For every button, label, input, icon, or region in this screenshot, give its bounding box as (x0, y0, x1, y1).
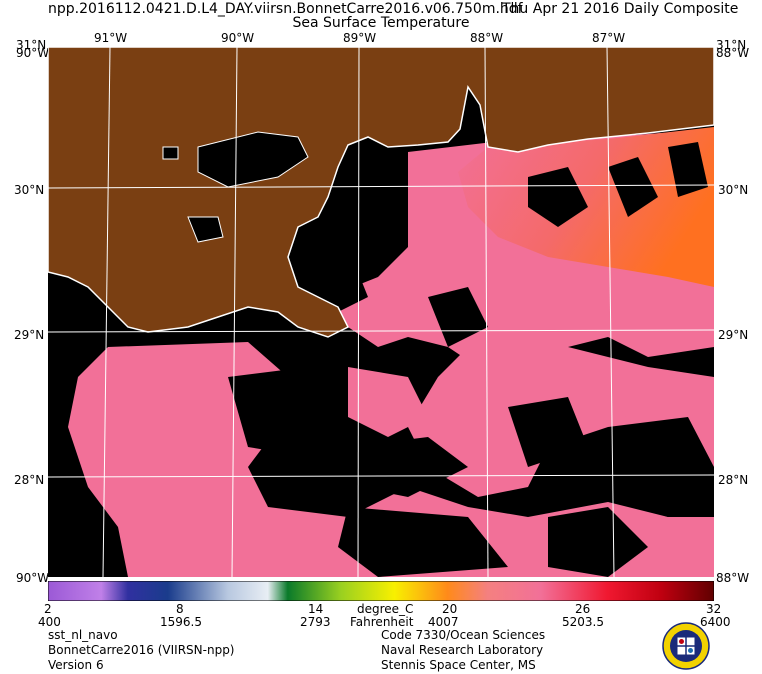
footer-lab: Naval Research Laboratory (381, 643, 544, 657)
corner-bottom-right: 88°W (716, 571, 750, 585)
land (48, 47, 714, 338)
corner-top-right-lat: 31°N (716, 38, 747, 52)
corner-top-left-lat: 31°N (16, 38, 47, 52)
graticule (48, 47, 714, 577)
sst-map-image (48, 47, 714, 577)
cb-label-c-1: 8 (176, 602, 184, 616)
sst-map (48, 47, 714, 577)
lon-tick-89w: 89°W (343, 31, 377, 45)
lat-tick-30n-left: 30°N (14, 183, 45, 197)
lon-tick-91w: 91°W (94, 31, 128, 45)
footer-code: Code 7330/Ocean Sciences (381, 628, 546, 642)
cb-label-c-0: 2 (44, 602, 52, 616)
lat-tick-29n-left: 29°N (14, 328, 45, 342)
lat-tick-28n-left: 28°N (14, 473, 45, 487)
cloud-blobs (48, 142, 714, 577)
lakes (162, 131, 309, 243)
cb-label-c-3: 20 (442, 602, 458, 616)
cb-label-c-5: 32 (706, 602, 722, 616)
cb-label-f-1: 1596.5 (160, 615, 202, 629)
corner-top-left-lon: 90°W (16, 46, 50, 60)
colorbar (47, 580, 715, 602)
cb-label-c-2: 14 (308, 602, 324, 616)
colorbar-gradient (47, 580, 715, 602)
date-label: Thu Apr 21 2016 Daily Composite (502, 1, 739, 17)
corner-top-right-lon: 88°W (716, 46, 750, 60)
lon-tick-88w: 88°W (470, 31, 504, 45)
product-title: Sea Surface Temperature (292, 15, 470, 31)
cb-label-f-2: 2793 (300, 615, 331, 629)
cb-unit-f: Fahrenheit (350, 615, 414, 629)
cb-label-f-3: 4007 (428, 615, 459, 629)
file-name: npp.2016112.0421.D.L4_DAY.viirsn.BonnetC… (48, 1, 523, 17)
cb-label-f-4: 5203.5 (562, 615, 604, 629)
corner-bottom-left: 90°W (16, 571, 50, 585)
footer-version: Version 6 (48, 658, 104, 672)
cb-label-f-5: 6400 (700, 615, 731, 629)
lat-tick-28n-right: 28°N (718, 473, 749, 487)
footer-product: sst_nl_navo (48, 628, 118, 642)
footer-dataset: BonnetCarre2016 (VIIRSN-npp) (48, 643, 235, 657)
nrl-seal-icon (662, 622, 710, 670)
lon-tick-87w: 87°W (592, 31, 626, 45)
cb-unit-c: degree_C (357, 602, 414, 616)
lat-tick-30n-right: 30°N (718, 183, 749, 197)
footer-location: Stennis Space Center, MS (381, 658, 536, 672)
lat-tick-29n-right: 29°N (718, 328, 749, 342)
lon-tick-90w: 90°W (221, 31, 255, 45)
cb-label-c-4: 26 (575, 602, 591, 616)
cb-label-f-0: 400 (38, 615, 61, 629)
